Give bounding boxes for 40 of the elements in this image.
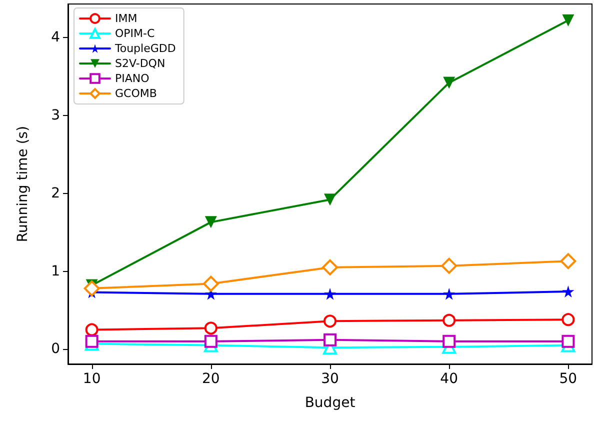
y-tick-label: 4 <box>51 30 60 46</box>
point <box>324 194 336 206</box>
x-tick-label: 40 <box>440 371 458 387</box>
point <box>443 288 456 300</box>
point <box>84 280 100 296</box>
x-tick-label: 30 <box>321 371 339 387</box>
legend-label: PIANO <box>115 72 150 85</box>
point <box>441 258 458 274</box>
point <box>85 334 98 348</box>
legend-label: IMM <box>115 12 138 25</box>
x-axis-title: Budget <box>304 395 356 411</box>
legend-label: ToupleGDD <box>114 42 176 55</box>
point <box>562 286 574 298</box>
point <box>562 14 574 26</box>
point <box>204 334 218 348</box>
legend-label: GCOMB <box>115 87 157 100</box>
point <box>324 314 336 328</box>
point <box>442 314 456 327</box>
point <box>322 259 338 276</box>
point <box>324 333 336 346</box>
point <box>204 322 218 335</box>
x-tick-label: 10 <box>82 371 101 387</box>
point <box>204 216 217 228</box>
point <box>443 76 456 89</box>
point <box>202 276 219 292</box>
point <box>442 334 456 348</box>
point <box>562 313 575 326</box>
x-tick-label: 20 <box>202 371 220 387</box>
y-tick-label: 0 <box>51 341 60 358</box>
point <box>324 288 336 300</box>
point <box>85 323 98 336</box>
legend-label: S2V-DQN <box>115 57 166 70</box>
point <box>560 253 576 270</box>
legend-label: OPIM-C <box>115 27 155 40</box>
x-tick-label: 50 <box>559 371 578 387</box>
y-tick-label: 1 <box>51 263 60 280</box>
point <box>562 334 575 348</box>
y-tick-label: 3 <box>51 107 60 124</box>
y-tick-label: 2 <box>51 185 60 202</box>
y-axis-title: Running time (s) <box>15 126 31 242</box>
